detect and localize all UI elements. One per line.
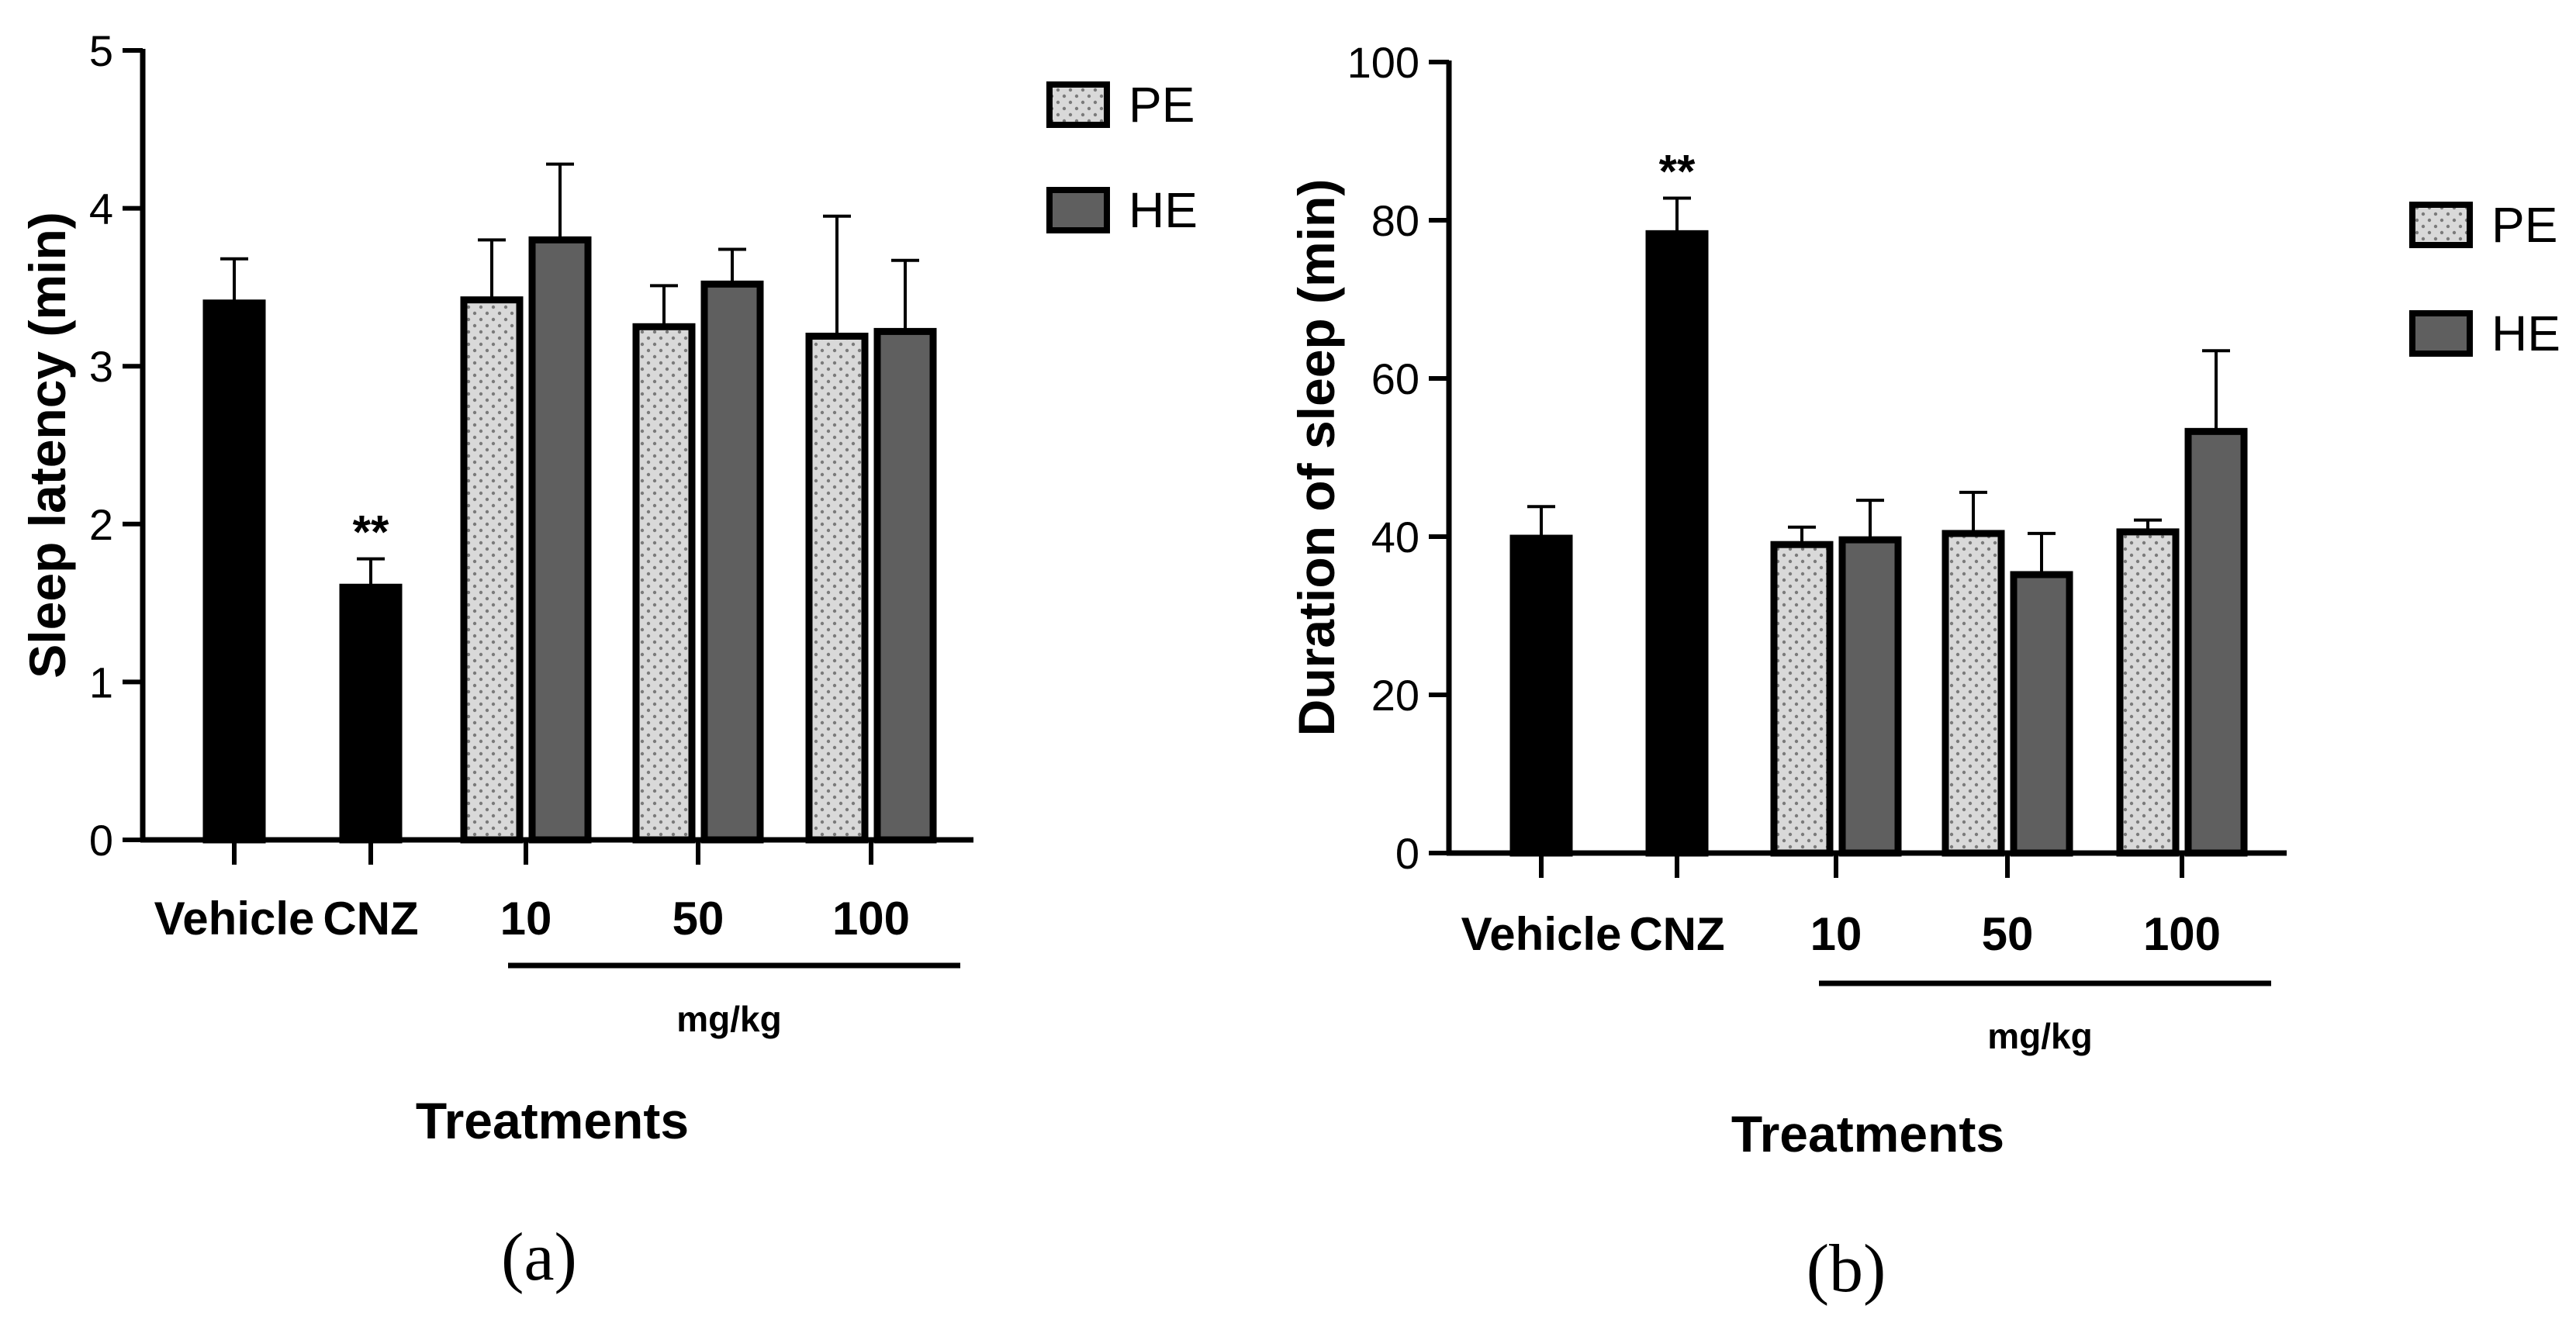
y-tick-label: 4	[89, 185, 113, 233]
legend-swatch-pe	[1046, 81, 1110, 128]
control-vehicle-bar	[1509, 534, 1573, 857]
series-pe-100-bar	[805, 333, 869, 844]
series-he-100-bar	[873, 327, 937, 844]
legend-swatch-he	[1046, 187, 1110, 233]
y-tick-label: 40	[1371, 513, 1419, 561]
y-tick-label: 0	[89, 816, 113, 865]
x-tick-label: 50	[673, 893, 724, 945]
x-tick-label: CNZ	[323, 893, 418, 945]
x-axis-title: Treatments	[1731, 1105, 2004, 1162]
y-tick-label: 5	[89, 26, 113, 75]
legend-label-pe: PE	[1129, 77, 1195, 133]
y-tick-label: 0	[1395, 829, 1419, 878]
series-pe-50-bar	[632, 323, 696, 844]
series-pe-50-bar	[1942, 530, 2005, 857]
dose-unit-label: mg/kg	[676, 999, 781, 1039]
control-vehicle-bar	[202, 299, 266, 844]
series-pe-10-bar	[460, 296, 524, 844]
legend-swatch-he	[2409, 310, 2473, 357]
legend-swatch-pe	[2409, 202, 2473, 248]
y-tick-label: 20	[1371, 671, 1419, 720]
legend-label-he: HE	[1129, 182, 1198, 238]
legend-label-he: HE	[2491, 306, 2560, 361]
y-tick-label: 1	[89, 658, 113, 706]
panel-label: (b)	[1807, 1231, 1886, 1307]
panel-label: (a)	[501, 1220, 577, 1295]
x-tick-label: 100	[832, 893, 910, 945]
control-cnz-bar	[339, 583, 403, 844]
x-tick-label: CNZ	[1629, 908, 1724, 960]
series-he-100-bar	[2184, 427, 2248, 857]
legend-label-pe: PE	[2491, 197, 2557, 253]
series-he-50-bar	[700, 280, 764, 844]
x-tick-label: Vehicle	[1461, 908, 1622, 960]
x-tick-label: 100	[2143, 908, 2221, 960]
y-tick-label: 80	[1371, 196, 1419, 245]
y-axis-title: Sleep latency (min)	[19, 212, 76, 679]
series-pe-10-bar	[1770, 541, 1834, 857]
chart-panel-b: 0 20 40 60 80 100 Vehicle CNZ 10 50 100 mg/kg Treatm…	[1288, 38, 2560, 1307]
x-tick-label: 10	[500, 893, 552, 945]
control-cnz-bar	[1645, 230, 1709, 857]
dose-unit-label: mg/kg	[1987, 1016, 2092, 1056]
control-cnz-significance: **	[353, 506, 389, 558]
x-axis-title: Treatments	[416, 1092, 689, 1149]
y-tick-label: 60	[1371, 354, 1419, 403]
series-pe-100-bar	[2116, 528, 2180, 857]
series-he-50-bar	[2010, 571, 2073, 857]
x-tick-label: 10	[1810, 908, 1862, 960]
x-tick-label: 50	[1982, 908, 2034, 960]
x-tick-label: Vehicle	[154, 893, 315, 945]
y-tick-label: 3	[89, 342, 113, 391]
y-tick-label: 2	[89, 500, 113, 549]
series-he-10-bar	[1838, 536, 1902, 857]
y-axis-title: Duration of sleep (min)	[1288, 179, 1345, 737]
series-he-10-bar	[528, 236, 592, 844]
control-cnz-significance: **	[1659, 145, 1696, 197]
chart-panel-a: 0 1 2 3 4 5 Vehicle CNZ 10 50 100 mg/kg Treatments Sl…	[19, 26, 1198, 1295]
y-tick-label: 100	[1347, 38, 1419, 87]
